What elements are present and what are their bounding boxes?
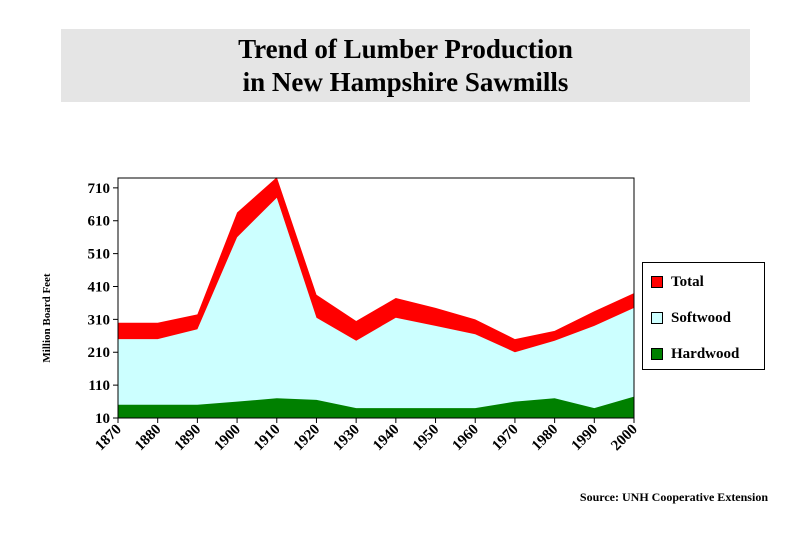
x-tick-label: 1930 bbox=[330, 422, 363, 455]
chart-title-line-1: Trend of Lumber Production bbox=[238, 34, 573, 64]
legend-label-hardwood: Hardwood bbox=[671, 345, 740, 362]
chart-title-line-2: in New Hampshire Sawmills bbox=[242, 67, 569, 97]
x-tick-label: 1890 bbox=[172, 422, 205, 455]
x-tick-label: 1880 bbox=[132, 422, 165, 455]
legend-label-total: Total bbox=[671, 273, 704, 290]
x-tick-label: 1990 bbox=[569, 422, 602, 455]
x-tick-label: 1980 bbox=[529, 422, 562, 455]
legend-label-softwood: Softwood bbox=[671, 309, 732, 326]
legend-item-softwood: Softwood bbox=[651, 309, 731, 327]
y-axis-label: Million Board Feet bbox=[41, 273, 53, 363]
y-tick-label: 410 bbox=[88, 279, 111, 295]
x-tick-label: 1910 bbox=[251, 422, 284, 455]
x-tick-label: 1960 bbox=[450, 422, 483, 455]
y-tick-label: 110 bbox=[88, 378, 110, 394]
legend-item-hardwood: Hardwood bbox=[651, 345, 739, 363]
legend: Total Softwood Hardwood bbox=[642, 262, 765, 370]
area-softwood bbox=[118, 197, 634, 418]
legend-item-total: Total bbox=[651, 273, 704, 291]
plot-border bbox=[117, 177, 635, 419]
y-tick-label: 610 bbox=[88, 214, 111, 230]
legend-swatch-hardwood bbox=[651, 348, 663, 360]
chart-title-box: Trend of Lumber Production in New Hampsh… bbox=[61, 29, 750, 102]
area-hardwood bbox=[118, 396, 634, 418]
y-tick-label: 210 bbox=[88, 345, 111, 361]
x-tick-label: 1970 bbox=[489, 422, 522, 455]
x-tick-label: 1940 bbox=[370, 422, 403, 455]
x-tick-label: 2000 bbox=[608, 422, 641, 455]
y-tick-label: 10 bbox=[95, 411, 110, 427]
x-tick-label: 1900 bbox=[211, 422, 244, 455]
x-tick-label: 1950 bbox=[410, 422, 443, 455]
legend-swatch-total bbox=[651, 276, 663, 288]
y-tick-label: 710 bbox=[88, 181, 111, 197]
source-note: Source: UNH Cooperative Extension bbox=[579, 490, 768, 504]
x-tick-label: 1920 bbox=[291, 422, 324, 455]
y-tick-label: 510 bbox=[88, 247, 111, 263]
y-tick-label: 310 bbox=[88, 312, 111, 328]
legend-swatch-softwood bbox=[651, 312, 663, 324]
